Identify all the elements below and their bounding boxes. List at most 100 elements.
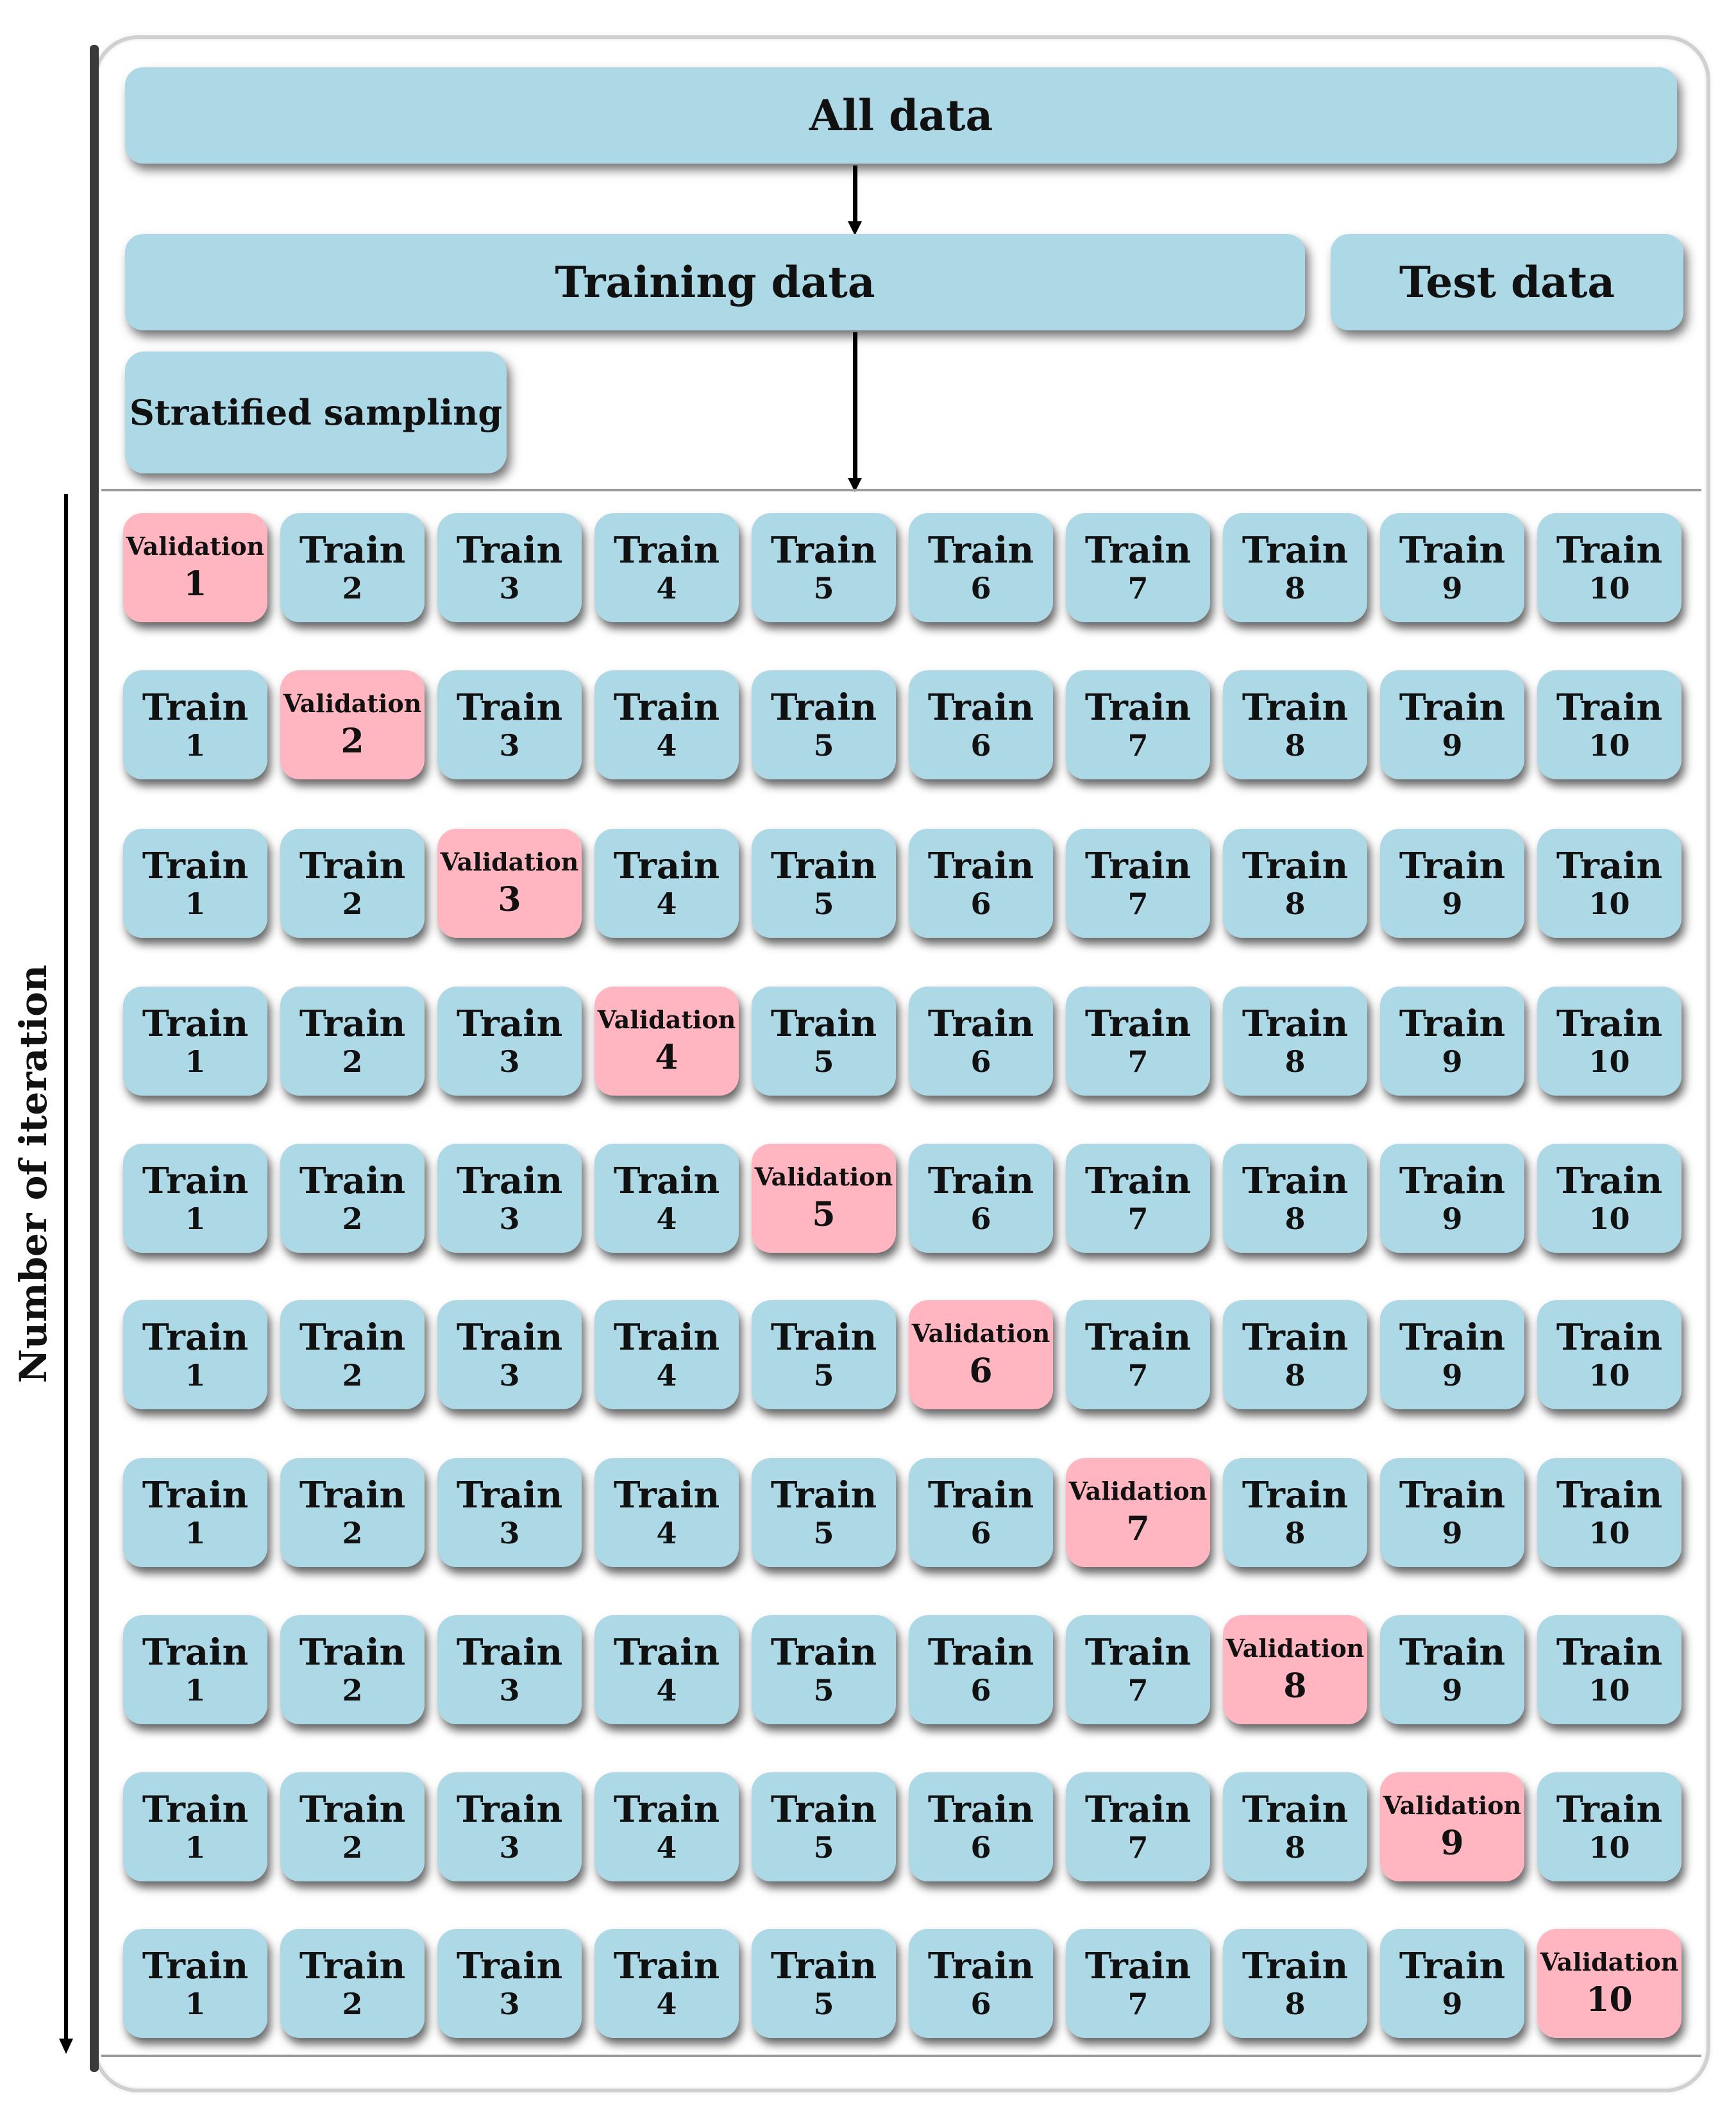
arrow-training-to-folds: [853, 332, 857, 481]
train-fold-1: Train 1: [123, 1458, 267, 1567]
fold-label: Train: [456, 529, 563, 572]
fold-number: 4: [656, 571, 677, 606]
fold-label: Train: [1084, 845, 1192, 887]
train-fold-1: Train 1: [123, 1144, 267, 1253]
fold-label: Train: [1399, 1003, 1506, 1045]
fold-number: 9: [1442, 571, 1463, 606]
fold-label: Train: [1556, 1788, 1663, 1831]
fold-number: 5: [813, 1516, 834, 1550]
train-fold-3: Train 3: [437, 1458, 582, 1567]
fold-number: 2: [342, 1201, 363, 1236]
train-fold-3: Train 3: [437, 670, 582, 779]
training-data-box: Training data: [125, 234, 1305, 330]
fold-label: Train: [299, 845, 406, 887]
validation-fold-10: Validation 10: [1537, 1929, 1681, 2038]
fold-label: Train: [613, 1788, 720, 1831]
fold-label: Train: [1399, 1945, 1506, 1987]
fold-label: Train: [770, 1945, 877, 1987]
fold-label: Train: [142, 1945, 249, 1987]
fold-label: Validation: [283, 689, 422, 718]
fold-number: 7: [1127, 571, 1149, 606]
train-fold-10: Train 10: [1537, 1300, 1681, 1409]
fold-label: Train: [1084, 1316, 1192, 1359]
fold-label: Train: [1556, 1474, 1663, 1516]
fold-number: 2: [341, 722, 364, 761]
train-fold-5: Train 5: [752, 987, 896, 1096]
train-fold-10: Train 10: [1537, 1458, 1681, 1567]
fold-label: Train: [770, 1003, 877, 1045]
train-fold-10: Train 10: [1537, 1772, 1681, 1881]
fold-label: Validation: [1540, 1947, 1679, 1976]
arrow-training-to-folds-head: [848, 478, 862, 492]
train-fold-5: Train 5: [752, 1929, 896, 2038]
fold-number: 10: [1589, 1044, 1630, 1079]
fold-label: Train: [613, 1631, 720, 1674]
fold-number: 7: [1127, 1044, 1149, 1079]
fold-label: Train: [613, 686, 720, 729]
test-data-label: Test data: [1399, 257, 1615, 307]
fold-number: 7: [1126, 1509, 1150, 1548]
fold-label: Train: [456, 1316, 563, 1359]
fold-label: Train: [927, 845, 1034, 887]
fold-number: 8: [1285, 728, 1306, 763]
fold-number: 10: [1586, 1980, 1633, 2019]
fold-label: Train: [927, 1474, 1034, 1516]
fold-number: 2: [342, 887, 363, 921]
fold-number: 6: [970, 1201, 991, 1236]
train-fold-4: Train 4: [594, 1144, 739, 1253]
fold-label: Train: [456, 1945, 563, 1987]
fold-label: Train: [613, 1160, 720, 1202]
fold-label: Train: [770, 1474, 877, 1516]
fold-label: Train: [142, 1631, 249, 1674]
fold-number: 5: [813, 571, 834, 606]
train-fold-4: Train 4: [594, 1615, 739, 1724]
fold-number: 10: [1589, 887, 1630, 921]
fold-number: 10: [1589, 1201, 1630, 1236]
train-fold-9: Train 9: [1380, 987, 1524, 1096]
stratified-sampling-label: Stratified sampling: [129, 392, 503, 433]
validation-fold-1: Validation 1: [123, 513, 267, 622]
train-fold-3: Train 3: [437, 1144, 582, 1253]
fold-number: 6: [970, 1673, 991, 1708]
fold-label: Train: [1399, 1474, 1506, 1516]
fold-label: Train: [1242, 1945, 1349, 1987]
fold-number: 8: [1285, 1987, 1306, 2021]
fold-label: Train: [770, 1788, 877, 1831]
fold-label: Train: [142, 845, 249, 887]
fold-number: 3: [499, 1830, 520, 1865]
fold-number: 6: [970, 1516, 991, 1550]
fold-label: Train: [456, 686, 563, 729]
iteration-axis-label: Number of iteration: [12, 964, 55, 1384]
fold-label: Train: [142, 1788, 249, 1831]
divider-bottom: [101, 2055, 1701, 2057]
train-fold-4: Train 4: [594, 1772, 739, 1881]
fold-label: Train: [299, 1474, 406, 1516]
fold-number: 2: [342, 1673, 363, 1708]
fold-number: 1: [185, 1044, 206, 1079]
train-fold-8: Train 8: [1223, 987, 1367, 1096]
train-fold-1: Train 1: [123, 1929, 267, 2038]
fold-label: Train: [1084, 686, 1192, 729]
iteration-axis-line: [64, 494, 68, 2040]
all-data-label: All data: [809, 90, 993, 140]
fold-number: 7: [1127, 1987, 1149, 2021]
train-fold-6: Train 6: [909, 670, 1053, 779]
train-fold-3: Train 3: [437, 987, 582, 1096]
fold-number: 6: [970, 728, 991, 763]
train-fold-9: Train 9: [1380, 513, 1524, 622]
fold-label: Train: [1242, 1160, 1349, 1202]
fold-label: Train: [299, 1945, 406, 1987]
fold-label: Validation: [440, 847, 579, 876]
train-fold-9: Train 9: [1380, 1929, 1524, 2038]
fold-label: Train: [1242, 529, 1349, 572]
fold-number: 6: [970, 571, 991, 606]
train-fold-4: Train 4: [594, 1458, 739, 1567]
train-fold-4: Train 4: [594, 1300, 739, 1409]
train-fold-7: Train 7: [1066, 829, 1210, 938]
fold-number: 1: [183, 564, 207, 604]
fold-label: Train: [927, 1003, 1034, 1045]
fold-label: Train: [770, 1631, 877, 1674]
train-fold-2: Train 2: [280, 1300, 425, 1409]
train-fold-8: Train 8: [1223, 513, 1367, 622]
fold-label: Train: [770, 686, 877, 729]
